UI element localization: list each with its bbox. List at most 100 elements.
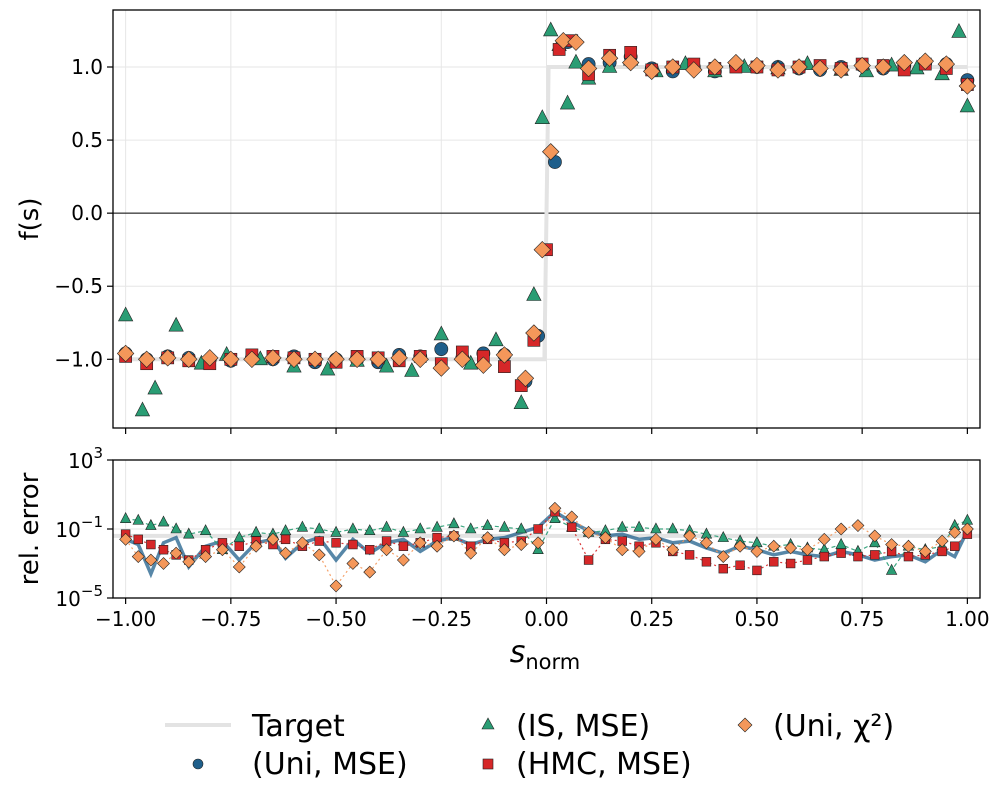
legend-label-is-mse: (IS, MSE): [516, 709, 650, 744]
bottom-point-square-18: [398, 541, 409, 551]
bottom-point-diamond-16: [363, 565, 377, 579]
bottom-point-square-36: [701, 557, 712, 567]
bottom-y-axis-label: rel. error: [15, 472, 45, 585]
top-point-diamond-19: [516, 369, 535, 387]
bottom-point-triangle-3: [157, 515, 170, 527]
top-point-diamond-15: [432, 359, 450, 377]
bottom-point-diamond-42: [801, 543, 814, 557]
bottom-point-triangle-34: [667, 522, 679, 534]
bottom-point-square-8: [234, 541, 244, 551]
bottom-point-diamond-49: [918, 545, 932, 558]
top-y-axis-label: f(s): [15, 198, 45, 241]
top-point-diamond-8: [285, 350, 303, 368]
top-point-diamond-5: [222, 350, 240, 368]
bottom-point-diamond-21: [447, 529, 461, 543]
top-point-diamond-22: [542, 143, 560, 161]
bottom-point-square-45: [853, 551, 863, 562]
top-point-triangle-16: [526, 286, 542, 301]
bottom-point-square-26: [533, 524, 543, 534]
bottom-point-diamond-5: [182, 555, 196, 569]
top-point-diamond-34: [769, 61, 787, 79]
x-axis-label: snorm: [510, 635, 581, 674]
top-point-diamond-17: [474, 356, 493, 374]
bottom-x-tick-label-7: 0.75: [840, 607, 885, 631]
bottom-point-square-29: [583, 555, 594, 565]
top-point-diamond-38: [853, 56, 871, 75]
bottom-point-diamond-23: [481, 531, 495, 545]
bottom-point-diamond-44: [834, 522, 848, 536]
bottom-point-diamond-50: [935, 534, 949, 548]
bottom-point-diamond-15: [346, 557, 360, 570]
top-point-diamond-37: [832, 61, 850, 79]
top-point-triangle-12: [433, 325, 449, 341]
bottom-point-triangle-17: [380, 520, 393, 532]
bottom-point-diamond-31: [615, 543, 629, 557]
legend-uni-mse-swatch: [192, 758, 204, 770]
top-y-tick-label-1: 0.5: [71, 128, 103, 152]
top-point-diamond-31: [706, 58, 724, 76]
top-point-diamond-13: [390, 349, 408, 367]
top-x-ticks: [125, 428, 968, 434]
bottom-point-triangle-6: [199, 524, 212, 536]
tick-exponent: 3: [93, 444, 103, 462]
bottom-point-diamond-36: [700, 536, 713, 550]
bottom-point-triangle-31: [616, 520, 628, 532]
top-y-tick-label-2: 0.0: [71, 201, 103, 225]
top-point-diamond-0: [116, 344, 135, 363]
bottom-point-triangle-20: [431, 520, 443, 532]
legend-label-target: Target: [251, 709, 345, 744]
bottom-point-diamond-27: [548, 501, 562, 515]
bottom-point-triangle-15: [347, 522, 359, 534]
top-point-triangle-20: [559, 94, 576, 110]
bottom-point-square-46: [870, 550, 880, 560]
bottom-point-diamond-41: [784, 541, 798, 555]
top-point-diamond-30: [685, 61, 703, 79]
bottom-point-diamond-30: [598, 531, 612, 545]
bottom-line-triangle: [125, 517, 968, 572]
top-point-triangle-3: [168, 316, 184, 332]
top-point-triangle-37: [959, 97, 976, 113]
bottom-point-diamond-34: [666, 543, 680, 557]
top-point-triangle-0: [117, 306, 134, 322]
top-point-diamond-9: [306, 350, 324, 368]
legend-uni-chi2-swatch: [737, 717, 753, 733]
bottom-point-triangle-14: [330, 525, 342, 537]
bottom-point-diamond-10: [266, 532, 280, 546]
bottom-x-tick-label-3: −0.25: [411, 607, 472, 631]
bottom-point-square-2: [146, 539, 156, 550]
bottom-point-square-37: [718, 563, 728, 574]
top-point-diamond-40: [895, 53, 913, 72]
top-point-triangle-17: [534, 109, 550, 124]
top-point-diamond-2: [159, 349, 177, 367]
bottom-point-triangle-2: [145, 518, 157, 530]
bottom-point-triangle-23: [481, 518, 494, 530]
bottom-point-diamond-3: [157, 557, 170, 570]
bottom-point-triangle-27: [549, 511, 561, 523]
bottom-point-square-11: [280, 534, 291, 545]
bottom-point-diamond-26: [531, 536, 545, 550]
bottom-point-square-3: [158, 544, 169, 555]
bottom-point-square-43: [819, 551, 829, 562]
top-point-triangle-15: [513, 394, 529, 409]
bottom-point-diamond-20: [430, 539, 444, 553]
top-point-diamond-23: [554, 32, 573, 50]
bottom-point-diamond-29: [582, 526, 596, 539]
top-point-triangle-1: [134, 401, 151, 417]
bottom-point-diamond-19: [413, 536, 427, 550]
bottom-point-diamond-46: [868, 529, 882, 543]
bottom-point-square-38: [735, 560, 745, 570]
bottom-marks: [119, 501, 974, 593]
bottom-point-square-51: [950, 541, 960, 551]
legend-is-mse-swatch: [481, 717, 495, 730]
top-point-diamond-20: [525, 324, 543, 342]
bottom-point-diamond-28: [565, 510, 579, 524]
legend-label-uni-mse: (Uni, MSE): [252, 747, 408, 782]
top-point-diamond-4: [201, 349, 219, 367]
top-point-triangle-14: [488, 331, 504, 347]
bottom-x-tick-label-5: 0.25: [629, 607, 674, 631]
bottom-point-diamond-4: [169, 546, 183, 560]
tick-base: 10: [68, 449, 93, 473]
tick-base: 10: [55, 518, 80, 542]
